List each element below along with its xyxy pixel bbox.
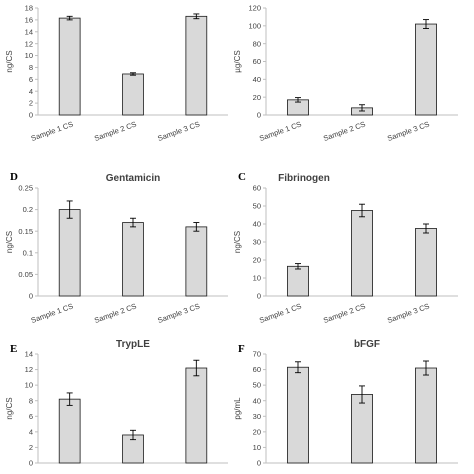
y-tick-label: 0 [257,292,261,301]
bar [415,228,437,297]
x-tick-label: Sample 1 CS [258,301,303,325]
y-tick-label: 40 [253,75,261,84]
y-tick-label: 20 [253,427,261,436]
y-tick-label: 120 [248,4,261,13]
x-tick-label: Sample 3 CS [386,301,431,325]
y-axis-label: pg/mL [233,397,242,420]
y-tick-label: 0 [29,111,33,120]
panel-label: D [10,171,18,183]
chart-panel-5: TrypLE Eng/CS 0 2 4 6 8 10 12 14 [5,339,228,468]
y-tick-label: 0.25 [18,184,33,193]
x-tick-label: Sample 1 CS [30,301,75,325]
chart-panel-3: Gentamicin Dng/CS 0 0.05 0.1 0.15 0.2 0.25 Sampl… [5,171,228,325]
y-axis-label: µg/CS [233,50,242,72]
chart-title: bFGF [354,339,380,350]
bar [351,210,373,297]
y-tick-label: 2 [29,99,33,108]
y-tick-label: 14 [25,350,33,359]
y-tick-label: 10 [25,51,33,60]
chart-title: TrypLE [116,339,150,350]
y-tick-label: 30 [253,412,261,421]
y-tick-label: 0.05 [18,270,33,279]
y-tick-label: 60 [253,57,261,66]
x-tick-label: Sample 3 CS [156,119,201,143]
y-tick-label: 0 [29,292,33,301]
bar [185,226,208,297]
y-axis-label: ng/CS [5,397,14,419]
y-tick-label: 60 [253,184,261,193]
bar [185,15,208,116]
bar [415,367,437,464]
y-tick-label: 0.15 [18,227,33,236]
x-tick-label: Sample 2 CS [322,301,367,325]
chart-title: Gentamicin [106,173,160,184]
panel-label: F [238,343,245,355]
bar [58,209,81,297]
y-tick-label: 10 [25,381,33,390]
chart-panel-6: bFGF Fpg/mL 0 10 20 30 40 50 60 70 [233,339,458,468]
y-tick-label: 4 [29,87,33,96]
y-tick-label: 6 [29,412,33,421]
y-tick-label: 4 [29,427,33,436]
x-tick-label: Sample 3 CS [386,119,431,143]
x-tick-label: Sample 3 CS [156,301,201,325]
y-tick-label: 100 [248,21,261,30]
bar [351,394,373,464]
y-tick-label: 6 [29,75,33,84]
bar [287,265,309,297]
y-axis-label: ng/CS [5,231,14,253]
y-tick-label: 70 [253,350,261,359]
chart-panel-4: Fibrinogen Cng/CS 0 10 20 30 40 50 60 Sample 1 CS… [233,171,458,325]
y-tick-label: 0.1 [23,248,33,257]
x-tick-label: Sample 1 CS [258,119,303,143]
y-tick-label: 0 [257,459,261,468]
y-tick-label: 10 [253,443,261,452]
panel-label: C [238,171,246,183]
bar [185,367,208,464]
y-axis-label: ng/CS [233,231,242,253]
bar [287,366,309,464]
x-tick-label: Sample 1 CS [30,119,75,143]
bar [58,17,81,116]
y-tick-label: 0 [257,111,261,120]
y-tick-label: 30 [253,238,261,247]
y-tick-label: 12 [25,365,33,374]
chart-panel-2: µg/CS 0 20 40 60 80 100 120 Sample 1 CS Sample 2 … [233,4,458,143]
y-tick-label: 40 [253,220,261,229]
chart-title: Fibrinogen [278,173,330,184]
y-tick-label: 12 [25,39,33,48]
y-tick-label: 80 [253,39,261,48]
y-tick-label: 8 [29,396,33,405]
y-tick-label: 10 [253,274,261,283]
y-tick-label: 50 [253,202,261,211]
y-tick-label: 60 [253,365,261,374]
y-tick-label: 18 [25,4,33,13]
y-axis-label: ng/CS [5,50,14,72]
bar [58,398,81,464]
bar [415,23,437,116]
y-tick-label: 0 [29,459,33,468]
y-tick-label: 50 [253,381,261,390]
y-tick-label: 40 [253,396,261,405]
chart-panel-1: ng/CS 0 2 4 6 8 10 12 14 16 18 Sample 1 CS Sample 2 … [5,4,228,143]
y-tick-label: 20 [253,93,261,102]
y-tick-label: 16 [25,15,33,24]
x-tick-label: Sample 2 CS [93,119,138,143]
bar [122,222,144,297]
panel-label: E [10,343,17,355]
x-tick-label: Sample 2 CS [93,301,138,325]
y-tick-label: 20 [253,256,261,265]
y-tick-label: 0.2 [23,205,33,214]
y-tick-label: 2 [29,443,33,452]
y-tick-label: 8 [29,63,33,72]
x-tick-label: Sample 2 CS [322,119,367,143]
y-tick-label: 14 [25,27,33,36]
bar [122,73,144,116]
